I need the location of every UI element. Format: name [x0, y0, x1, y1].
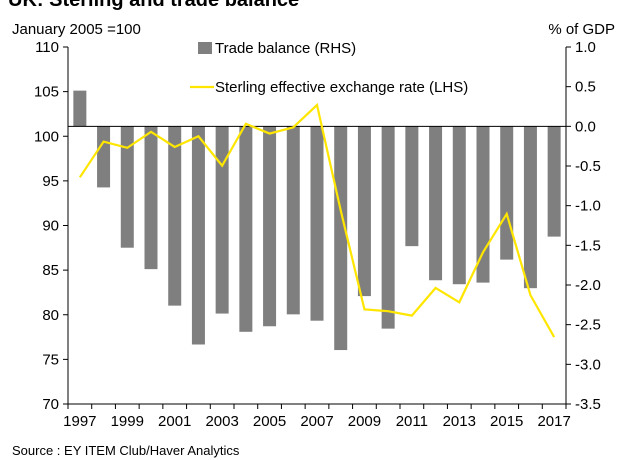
y-tick-label: 85 [42, 262, 59, 279]
bar [191, 126, 205, 345]
y2-axis-label: % of GDP [548, 21, 615, 38]
legend-label: Sterling effective exchange rate (LHS) [215, 79, 468, 96]
legend-swatch [198, 42, 212, 54]
bar [286, 126, 300, 315]
y2-tick-label: 1.0 [575, 39, 596, 56]
bar [500, 126, 514, 260]
bar [120, 126, 134, 248]
line [78, 102, 556, 338]
y2-tick-label: -1.0 [575, 198, 601, 215]
bar [429, 126, 443, 281]
y2-tick-label: -2.5 [575, 317, 601, 334]
source: Source : EY ITEM Club/Haver Analytics [12, 443, 240, 458]
y-tick-label: 110 [35, 39, 59, 56]
bar [523, 126, 537, 289]
chart-title: UK: Sterling and trade balance [8, 0, 299, 11]
x-tick-label: 2017 [537, 413, 570, 430]
legend-label: Trade balance (RHS) [215, 40, 356, 57]
y2-tick-label: -2.0 [575, 277, 601, 294]
y-axis-label: January 2005 =100 [12, 21, 141, 38]
x-tick-label: 2003 [205, 413, 238, 430]
x-tick-label: 1997 [63, 413, 96, 430]
bar [357, 126, 371, 297]
bar [476, 126, 490, 283]
y-tick-label: 70 [42, 396, 59, 413]
y2-tick-label: -3.5 [575, 396, 601, 413]
y2-tick-label: 0.0 [575, 118, 596, 135]
bar [310, 126, 324, 321]
x-tick-label: 2011 [396, 413, 428, 430]
bar [405, 126, 419, 247]
bar [334, 126, 348, 351]
y-tick-label: 100 [34, 128, 59, 145]
y2-tick-label: -1.5 [575, 237, 601, 254]
bar [97, 126, 111, 188]
bar [381, 126, 395, 329]
y-tick-label: 80 [42, 307, 59, 324]
x-tick-label: 1999 [111, 413, 144, 430]
x-tick-label: 2007 [300, 413, 333, 430]
x-tick-label: 2001 [158, 413, 191, 430]
y-tick-label: 105 [34, 84, 59, 101]
bar [547, 126, 561, 237]
y-tick-label: 95 [42, 173, 59, 190]
y2-tick-label: -3.0 [575, 356, 601, 373]
bar [215, 126, 229, 314]
x-tick-label: 2013 [443, 413, 476, 430]
bar [263, 126, 277, 327]
bar [452, 126, 466, 285]
x-tick-label: 2015 [490, 413, 523, 430]
bar [239, 126, 253, 332]
bar [144, 126, 158, 270]
y2-tick-label: 0.5 [575, 79, 596, 96]
bar [73, 90, 87, 127]
x-tick-label: 2005 [253, 413, 286, 430]
y-tick-label: 90 [42, 218, 59, 235]
y-tick-label: 75 [42, 351, 59, 368]
y2-tick-label: -0.5 [575, 158, 601, 175]
bar [168, 126, 182, 306]
x-tick-label: 2009 [348, 413, 381, 430]
